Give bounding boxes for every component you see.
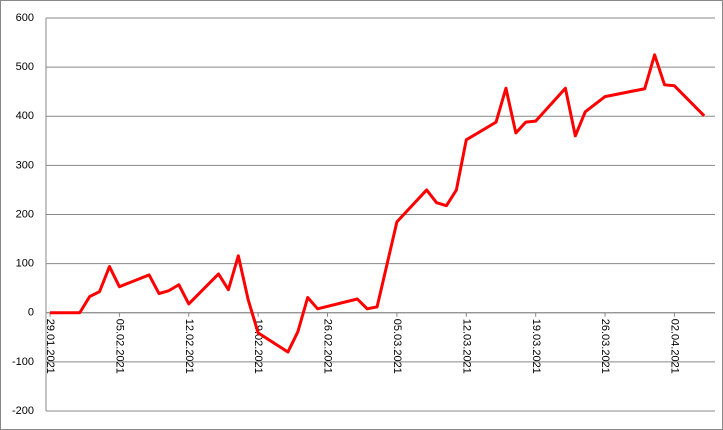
y-tick-label: -100 bbox=[12, 356, 34, 368]
x-tick-label: 05.02.2021 bbox=[113, 319, 125, 374]
x-tick-label: 12.02.2021 bbox=[183, 319, 195, 374]
x-tick-label: 29.01.2021 bbox=[44, 319, 56, 374]
y-tick-label: 200 bbox=[16, 208, 34, 220]
y-tick-label: 600 bbox=[16, 12, 34, 24]
y-tick-label: 500 bbox=[16, 61, 34, 73]
y-tick-label: -200 bbox=[12, 405, 34, 417]
x-tick-label: 02.04.2021 bbox=[669, 319, 681, 374]
y-tick-label: 0 bbox=[28, 307, 34, 319]
x-tick-label: 12.03.2021 bbox=[460, 319, 472, 374]
x-tick-label: 19.02.2021 bbox=[252, 319, 264, 374]
x-tick-label: 19.03.2021 bbox=[530, 319, 542, 374]
x-tick-label: 26.03.2021 bbox=[599, 319, 611, 374]
x-tick-label: 26.02.2021 bbox=[322, 319, 334, 374]
y-tick-label: 400 bbox=[16, 110, 34, 122]
y-tick-label: 300 bbox=[16, 159, 34, 171]
x-tick-label: 05.03.2021 bbox=[391, 319, 403, 374]
data-line bbox=[50, 53, 706, 354]
y-tick-label: 100 bbox=[16, 258, 34, 270]
